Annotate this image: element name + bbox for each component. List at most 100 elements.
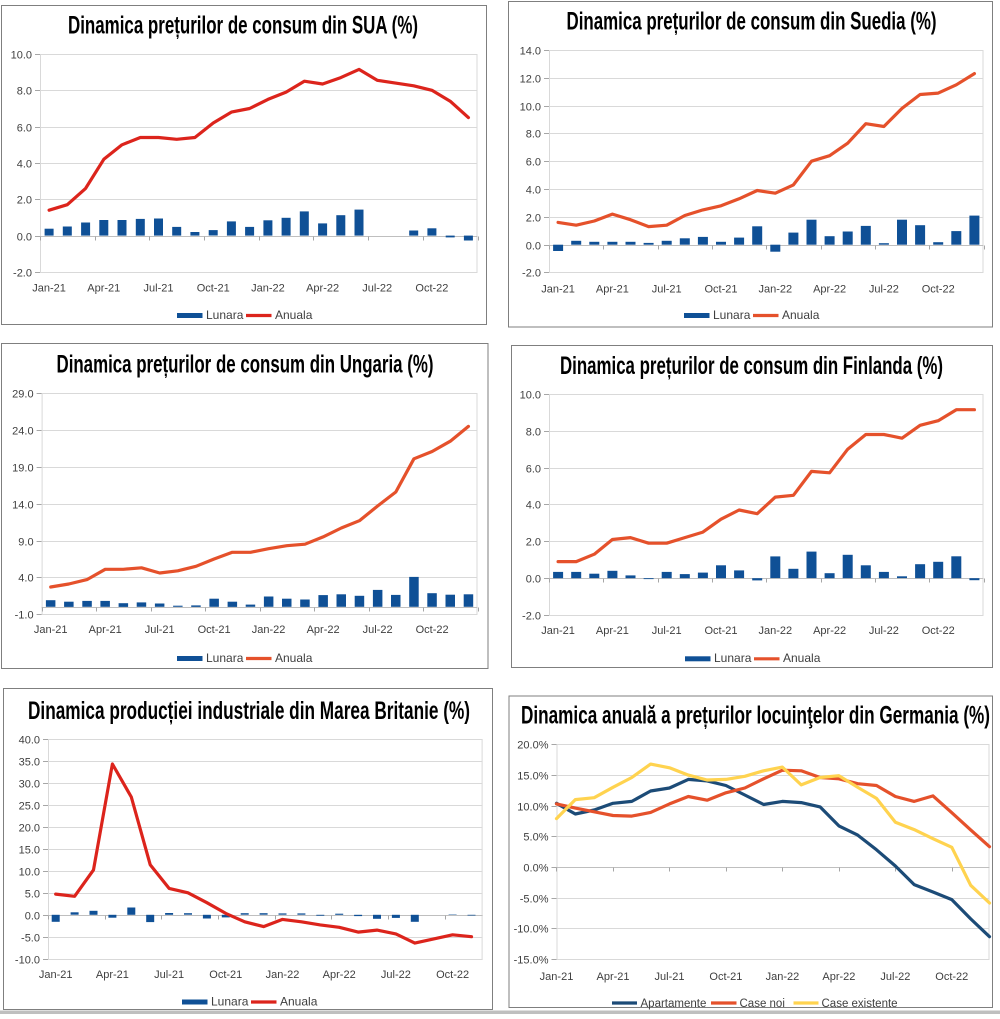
svg-text:Apr-22: Apr-22	[813, 625, 846, 637]
svg-text:6.0: 6.0	[526, 156, 541, 168]
svg-text:Anuala: Anuala	[275, 651, 313, 665]
svg-text:-2.0: -2.0	[13, 267, 32, 279]
svg-text:Apr-22: Apr-22	[323, 969, 356, 981]
svg-text:Jan-21: Jan-21	[39, 969, 73, 981]
svg-text:Apr-21: Apr-21	[596, 284, 629, 296]
svg-text:0.0: 0.0	[526, 573, 541, 585]
svg-text:0.0: 0.0	[17, 231, 32, 243]
svg-text:Jan-21: Jan-21	[32, 283, 66, 295]
svg-text:Lunara: Lunara	[206, 651, 244, 665]
svg-text:-1.0: -1.0	[15, 609, 34, 621]
svg-text:Lunara: Lunara	[713, 308, 751, 322]
svg-text:Anuala: Anuala	[783, 651, 821, 665]
svg-text:10.0: 10.0	[520, 389, 541, 401]
svg-text:Dinamica prețurilor de consum: Dinamica prețurilor de consum din Finlan…	[560, 352, 943, 380]
svg-text:Oct-21: Oct-21	[709, 971, 742, 983]
svg-text:Dinamica prețurilor de consum: Dinamica prețurilor de consum din Suedia…	[567, 8, 937, 36]
svg-text:Apr-22: Apr-22	[822, 971, 855, 983]
svg-text:Oct-22: Oct-22	[416, 624, 449, 636]
svg-text:Jul-22: Jul-22	[362, 283, 392, 295]
svg-text:Apr-22: Apr-22	[307, 624, 340, 636]
svg-text:6.0: 6.0	[17, 122, 32, 134]
svg-text:6.0: 6.0	[526, 463, 541, 475]
svg-text:Dinamica prețurilor de consum: Dinamica prețurilor de consum din Ungari…	[57, 351, 434, 379]
svg-text:Apr-22: Apr-22	[813, 284, 846, 296]
svg-text:Oct-22: Oct-22	[922, 284, 955, 296]
svg-text:Oct-21: Oct-21	[197, 283, 230, 295]
svg-text:4.0: 4.0	[17, 158, 32, 170]
svg-text:15.0%: 15.0%	[517, 770, 548, 782]
svg-text:Jul-21: Jul-21	[154, 969, 184, 981]
svg-text:19.0: 19.0	[12, 462, 33, 474]
svg-text:0.0: 0.0	[526, 240, 541, 252]
svg-text:Apr-21: Apr-21	[87, 283, 120, 295]
svg-text:Oct-22: Oct-22	[935, 971, 968, 983]
svg-text:Apr-21: Apr-21	[89, 624, 122, 636]
svg-text:8.0: 8.0	[17, 85, 32, 97]
svg-text:Anuala: Anuala	[275, 308, 313, 322]
svg-text:Jul-22: Jul-22	[363, 624, 393, 636]
svg-text:14.0: 14.0	[520, 45, 541, 57]
svg-text:Jan-22: Jan-22	[758, 625, 792, 637]
svg-text:Apr-21: Apr-21	[596, 971, 629, 983]
svg-text:Oct-22: Oct-22	[436, 969, 469, 981]
svg-text:8.0: 8.0	[526, 128, 541, 140]
svg-text:15.0: 15.0	[19, 844, 40, 856]
svg-text:Jan-22: Jan-22	[251, 283, 285, 295]
svg-text:Jul-21: Jul-21	[145, 624, 175, 636]
svg-text:40.0: 40.0	[19, 734, 40, 746]
svg-text:Oct-21: Oct-21	[198, 624, 231, 636]
svg-text:Apr-21: Apr-21	[596, 625, 629, 637]
svg-text:10.0%: 10.0%	[517, 801, 548, 813]
svg-text:Dinamica anuală a prețurilor l: Dinamica anuală a prețurilor locuinţelor…	[521, 702, 990, 730]
svg-text:10.0: 10.0	[520, 101, 541, 113]
svg-text:-10.0%: -10.0%	[514, 923, 549, 935]
svg-text:Oct-21: Oct-21	[704, 625, 737, 637]
svg-text:Jan-21: Jan-21	[541, 625, 575, 637]
svg-text:-5.0: -5.0	[21, 932, 40, 944]
svg-text:29.0: 29.0	[12, 388, 33, 400]
svg-text:Jan-21: Jan-21	[34, 624, 68, 636]
svg-text:4.0: 4.0	[526, 184, 541, 196]
svg-text:4.0: 4.0	[526, 499, 541, 511]
svg-text:Case existente: Case existente	[822, 998, 898, 1010]
svg-text:Apr-21: Apr-21	[96, 969, 129, 981]
svg-text:Jul-22: Jul-22	[880, 971, 910, 983]
svg-text:20.0%: 20.0%	[517, 739, 548, 751]
svg-text:Apr-22: Apr-22	[306, 283, 339, 295]
svg-text:Jan-22: Jan-22	[758, 284, 792, 296]
svg-text:Jul-21: Jul-21	[652, 625, 682, 637]
svg-text:Lunara: Lunara	[211, 994, 249, 1008]
svg-text:-10.0: -10.0	[15, 954, 40, 966]
svg-text:Jul-22: Jul-22	[869, 625, 899, 637]
svg-text:Oct-22: Oct-22	[922, 625, 955, 637]
svg-text:Anuala: Anuala	[782, 308, 820, 322]
svg-text:Oct-21: Oct-21	[704, 284, 737, 296]
svg-text:Dinamica prețurilor de consum: Dinamica prețurilor de consum din SUA (%…	[68, 12, 418, 40]
svg-text:-2.0: -2.0	[522, 610, 541, 622]
svg-text:Jan-22: Jan-22	[252, 624, 286, 636]
svg-text:12.0: 12.0	[520, 73, 541, 85]
svg-text:10.0: 10.0	[19, 866, 40, 878]
svg-text:Oct-22: Oct-22	[415, 283, 448, 295]
svg-text:4.0: 4.0	[18, 572, 33, 584]
svg-text:35.0: 35.0	[19, 756, 40, 768]
svg-text:-15.0%: -15.0%	[514, 954, 549, 966]
svg-text:Case noi: Case noi	[740, 998, 785, 1010]
svg-text:14.0: 14.0	[12, 499, 33, 511]
svg-text:20.0: 20.0	[19, 822, 40, 834]
svg-text:30.0: 30.0	[19, 778, 40, 790]
svg-text:2.0: 2.0	[526, 212, 541, 224]
svg-text:2.0: 2.0	[526, 536, 541, 548]
svg-text:Jul-22: Jul-22	[869, 284, 899, 296]
svg-text:8.0: 8.0	[526, 426, 541, 438]
svg-text:Oct-21: Oct-21	[209, 969, 242, 981]
svg-text:Dinamica producției industrial: Dinamica producției industriale din Mare…	[28, 697, 470, 725]
svg-text:Lunara: Lunara	[206, 308, 244, 322]
svg-text:Jan-21: Jan-21	[540, 971, 574, 983]
svg-text:-2.0: -2.0	[522, 267, 541, 279]
svg-text:10.0: 10.0	[11, 49, 32, 61]
svg-text:Jul-22: Jul-22	[381, 969, 411, 981]
svg-text:Jul-21: Jul-21	[144, 283, 174, 295]
svg-text:Jan-22: Jan-22	[766, 971, 800, 983]
